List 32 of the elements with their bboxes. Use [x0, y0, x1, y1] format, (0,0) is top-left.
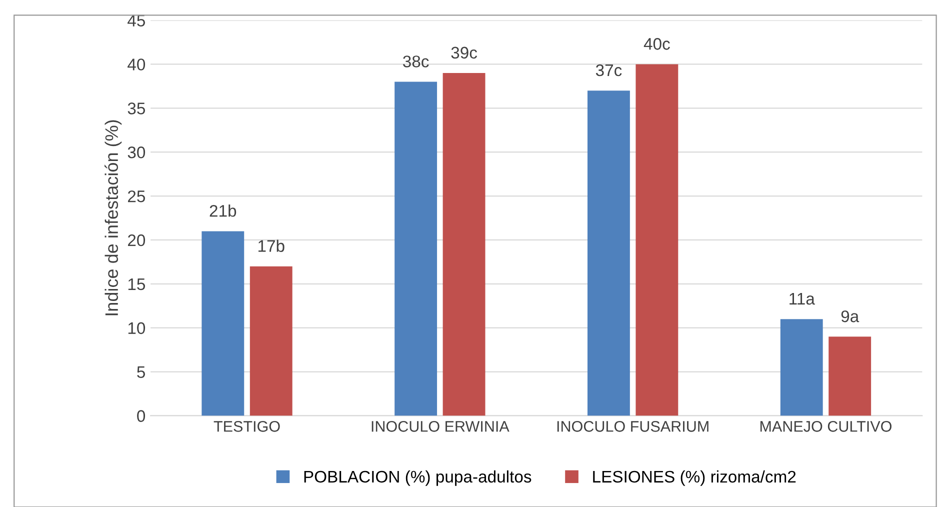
data-label: 40c	[644, 38, 670, 50]
y-tick-label: 5	[137, 366, 145, 378]
y-tick-label: 20	[128, 234, 146, 246]
y-tick-label: 15	[128, 278, 145, 290]
y-tick-label: 30	[128, 146, 146, 158]
data-label: 39c	[451, 46, 478, 59]
data-label: 38c	[403, 56, 429, 68]
y-tick-label: 10	[128, 322, 146, 334]
y-tick-label: 40	[128, 58, 146, 70]
data-label: 9a	[841, 310, 860, 322]
x-tick-label: MANEJO CULTIVO	[760, 421, 892, 432]
data-label: 37c	[596, 64, 622, 76]
bar	[587, 90, 630, 416]
y-tick-label: 35	[128, 102, 145, 114]
y-axis-title: Indice de infestación (%)	[104, 120, 122, 316]
x-tick-label: TESTIGO	[214, 421, 280, 432]
legend-label: POBLACION (%) pupa-adultos	[304, 470, 532, 486]
x-tick-label: INOCULO FUSARIUM	[557, 421, 708, 432]
x-tick-label: INOCULO ERWINIA	[372, 421, 510, 432]
bar	[442, 73, 486, 416]
data-label: 17b	[258, 240, 284, 252]
bar	[394, 82, 438, 416]
bar	[780, 319, 823, 416]
data-label: 21b	[210, 204, 236, 217]
bar	[828, 336, 872, 416]
data-label: 11a	[790, 293, 815, 305]
bar	[636, 64, 678, 416]
y-tick-label: 0	[137, 410, 146, 422]
y-tick-label: 25	[128, 190, 145, 202]
legend-label: LESIONES (%) rizoma/cm2	[593, 470, 796, 486]
bar	[202, 231, 244, 416]
bar	[250, 266, 292, 416]
